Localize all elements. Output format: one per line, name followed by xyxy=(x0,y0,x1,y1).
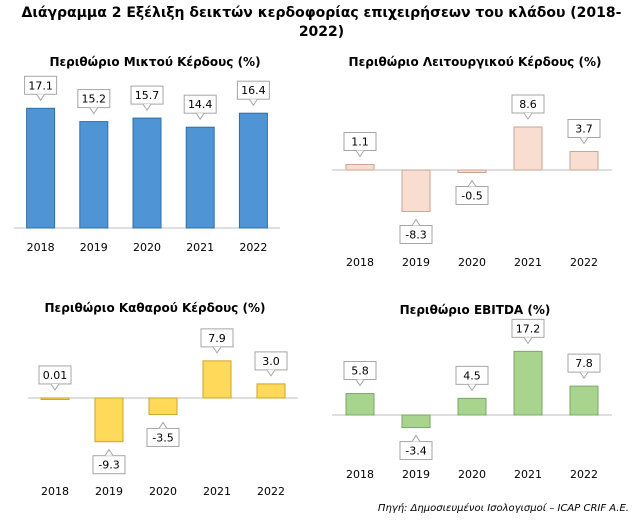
bar xyxy=(401,169,431,212)
label-pointer xyxy=(355,150,365,158)
data-label: 17.1 xyxy=(28,79,53,92)
bar xyxy=(238,112,268,229)
chart-title: Περιθώριο Καθαρού Κέρδους (%) xyxy=(44,301,266,315)
data-label: -3.4 xyxy=(405,445,426,458)
bar xyxy=(40,397,70,400)
bar xyxy=(94,397,124,443)
label-pointer xyxy=(158,421,168,429)
data-label: 7.9 xyxy=(208,332,226,345)
x-tick-label: 2022 xyxy=(570,468,598,481)
chart-title: Περιθώριο EBITDA (%) xyxy=(399,303,551,317)
data-label: 17.2 xyxy=(516,322,541,335)
data-label: -8.3 xyxy=(405,229,426,242)
label-pointer xyxy=(89,107,99,115)
label-pointer xyxy=(467,384,477,392)
bar xyxy=(401,414,431,429)
bar xyxy=(256,383,286,399)
data-label: -9.3 xyxy=(98,459,119,472)
label-pointer xyxy=(523,112,533,120)
bar xyxy=(345,164,375,171)
x-tick-label: 2019 xyxy=(95,485,123,498)
x-tick-label: 2018 xyxy=(27,241,55,254)
x-tick-label: 2022 xyxy=(570,256,598,269)
bar xyxy=(185,126,215,229)
bar xyxy=(513,350,543,416)
source-note: Πηγή: Δημοσιευμένοι Ισολογισμοί – ICAP C… xyxy=(377,503,629,514)
label-pointer xyxy=(355,379,365,387)
x-tick-label: 2022 xyxy=(239,241,267,254)
data-label: 5.8 xyxy=(351,365,369,378)
label-pointer xyxy=(579,371,589,380)
x-tick-label: 2021 xyxy=(514,256,542,269)
label-pointer xyxy=(266,369,276,377)
label-pointer xyxy=(411,434,421,442)
label-pointer xyxy=(467,179,477,187)
x-tick-label: 2019 xyxy=(402,468,430,481)
x-tick-label: 2018 xyxy=(346,256,374,269)
data-label: 1.1 xyxy=(351,136,369,149)
label-pointer xyxy=(104,448,114,456)
x-tick-label: 2020 xyxy=(133,241,161,254)
x-tick-label: 2021 xyxy=(514,468,542,481)
data-label: 14.4 xyxy=(188,98,213,111)
data-label: 7.8 xyxy=(575,357,593,370)
bar xyxy=(26,107,56,229)
bar xyxy=(148,397,178,415)
label-pointer xyxy=(50,383,60,391)
data-label: -3.5 xyxy=(152,431,173,444)
bar xyxy=(513,126,543,171)
data-label: 3.7 xyxy=(575,123,593,136)
bar xyxy=(457,169,487,173)
data-label: 16.4 xyxy=(241,84,266,97)
x-tick-label: 2018 xyxy=(41,485,69,498)
label-pointer xyxy=(579,137,589,145)
data-label: 3.0 xyxy=(262,355,280,368)
chart-title: Περιθώριο Λειτουργικού Κέρδους (%) xyxy=(348,55,602,69)
bar xyxy=(457,397,487,416)
data-label: 8.6 xyxy=(519,98,537,111)
main-title: Διάγραμμα 2 Εξέλιξη δεικτών κερδοφορίας … xyxy=(21,5,622,40)
label-pointer xyxy=(142,103,152,112)
x-tick-label: 2020 xyxy=(458,468,486,481)
data-label: 0.01 xyxy=(43,369,68,382)
bar xyxy=(202,360,232,399)
label-pointer xyxy=(212,346,222,354)
label-pointer xyxy=(411,218,421,226)
label-pointer xyxy=(195,112,205,121)
x-tick-label: 2020 xyxy=(149,485,177,498)
bar xyxy=(345,393,375,416)
x-tick-label: 2019 xyxy=(80,241,108,254)
x-tick-label: 2018 xyxy=(346,468,374,481)
data-label: 15.7 xyxy=(135,89,160,102)
data-label: 15.2 xyxy=(82,93,107,106)
label-pointer xyxy=(248,98,258,107)
bar xyxy=(569,151,599,171)
x-tick-label: 2019 xyxy=(402,256,430,269)
x-tick-label: 2021 xyxy=(186,241,214,254)
x-tick-label: 2020 xyxy=(458,256,486,269)
label-pointer xyxy=(36,94,46,102)
x-tick-label: 2022 xyxy=(257,485,285,498)
label-pointer xyxy=(523,337,533,345)
data-label: -0.5 xyxy=(461,190,482,203)
bar xyxy=(79,121,109,229)
chart-title: Περιθώριο Μικτού Κέρδους (%) xyxy=(49,55,261,69)
x-tick-label: 2021 xyxy=(203,485,231,498)
data-label: 4.5 xyxy=(463,369,481,382)
bar xyxy=(569,385,599,416)
bar xyxy=(132,117,162,229)
